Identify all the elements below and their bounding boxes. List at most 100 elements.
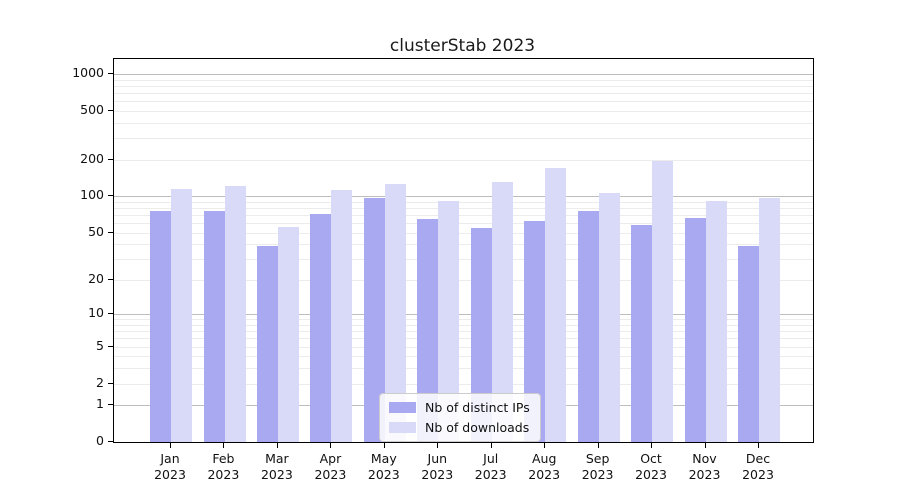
gridline-minor — [114, 159, 813, 161]
gridline-minor — [114, 279, 813, 281]
y-tick-label: 1 — [96, 396, 104, 412]
bar-nb-of-downloads-mar-2023 — [277, 226, 299, 442]
bar-nb-of-distinct-ips-sep-2023 — [577, 211, 599, 442]
y-tick-mark — [108, 278, 113, 280]
bar-nb-of-downloads-jan-2023 — [171, 188, 192, 442]
y-tick-label: 0 — [96, 433, 104, 448]
x-tick-mark — [170, 443, 171, 448]
gridline-minor — [114, 259, 813, 261]
gridline-minor — [114, 232, 813, 234]
y-tick-mark — [108, 441, 113, 442]
gridline-minor — [114, 111, 813, 112]
bar-nb-of-downloads-apr-2023 — [331, 189, 353, 442]
gridline-minor — [114, 244, 813, 246]
chart-title: clusterStab 2023 — [389, 36, 536, 56]
gridline-minor — [114, 368, 813, 370]
gridline-minor — [114, 79, 813, 81]
x-tick-label: Aug 2023 — [528, 451, 561, 482]
y-tick-label: 20 — [88, 270, 104, 286]
bar-nb-of-downloads-dec-2023 — [759, 197, 780, 442]
gridline-minor — [114, 215, 813, 217]
y-tick-mark — [108, 231, 113, 233]
x-tick-mark — [544, 443, 546, 448]
y-tick-label: 200 — [80, 150, 104, 166]
y-tick-mark — [108, 195, 113, 197]
bar-nb-of-distinct-ips-apr-2023 — [310, 214, 332, 442]
y-tick-mark — [108, 313, 113, 315]
bar-nb-of-downloads-may-2023 — [384, 183, 406, 442]
bar-nb-of-downloads-feb-2023 — [224, 186, 246, 442]
bar-nb-of-downloads-nov-2023 — [705, 200, 727, 442]
y-tick-mark — [108, 382, 113, 384]
plot-area: Nb of distinct IPs Nb of downloads — [113, 58, 814, 443]
y-tick-mark — [108, 404, 113, 406]
gridline-minor — [114, 383, 813, 385]
legend: Nb of distinct IPs Nb of downloads — [379, 393, 541, 442]
legend-item-distinct-ips: Nb of distinct IPs — [389, 400, 530, 415]
bar-nb-of-distinct-ips-jul-2023 — [470, 227, 492, 442]
gridline-minor — [114, 86, 813, 87]
x-tick-label: Jun 2023 — [421, 451, 454, 482]
gridline-minor — [114, 223, 813, 225]
y-tick-label: 5 — [96, 337, 104, 353]
bar-nb-of-distinct-ips-oct-2023 — [631, 224, 652, 442]
x-tick-mark — [223, 443, 225, 448]
y-tick-mark — [108, 110, 113, 111]
x-tick-label: Dec 2023 — [742, 451, 774, 482]
y-tick-label: 1000 — [72, 65, 104, 81]
bar-nb-of-downloads-jun-2023 — [438, 201, 460, 442]
y-tick-mark — [108, 345, 113, 347]
x-tick-label: Jan 2023 — [154, 451, 186, 482]
bar-nb-of-distinct-ips-mar-2023 — [256, 245, 278, 442]
gridline-minor — [114, 122, 813, 124]
bar-nb-of-distinct-ips-dec-2023 — [738, 245, 759, 442]
gridline-minor — [114, 346, 813, 348]
gridline-major — [114, 196, 813, 198]
gridline-minor — [114, 325, 813, 326]
legend-swatch-downloads — [389, 422, 416, 433]
x-tick-label: Nov 2023 — [688, 451, 721, 482]
y-tick-label: 2 — [96, 374, 104, 390]
x-tick-mark — [651, 443, 652, 448]
x-tick-label: Mar 2023 — [260, 451, 293, 482]
x-tick-label: Feb 2023 — [207, 451, 240, 482]
x-tick-mark — [704, 443, 706, 448]
x-tick-mark — [330, 443, 332, 448]
x-tick-label: Jul 2023 — [474, 451, 507, 482]
y-tick-mark — [108, 158, 113, 160]
x-tick-mark — [276, 443, 278, 448]
gridline-minor — [114, 356, 813, 358]
x-tick-label: Sep 2023 — [581, 451, 614, 482]
y-tick-label: 10 — [88, 305, 104, 321]
y-tick-label: 500 — [80, 102, 104, 117]
x-tick-label: Apr 2023 — [314, 451, 347, 482]
x-tick-label: Oct 2023 — [635, 451, 667, 482]
legend-label-downloads: Nb of downloads — [425, 420, 530, 435]
y-tick-label: 100 — [80, 187, 104, 203]
bar-nb-of-distinct-ips-nov-2023 — [684, 218, 706, 442]
legend-swatch-distinct-ips — [389, 402, 416, 413]
bar-nb-of-distinct-ips-jun-2023 — [417, 218, 439, 442]
bar-nb-of-downloads-oct-2023 — [652, 161, 673, 442]
gridline-minor — [114, 93, 813, 95]
gridline-major — [114, 314, 813, 316]
x-tick-mark — [490, 443, 492, 448]
x-tick-mark — [597, 443, 599, 448]
bar-nb-of-downloads-sep-2023 — [598, 193, 620, 442]
gridline-minor — [114, 101, 813, 103]
legend-label-distinct-ips: Nb of distinct IPs — [425, 400, 530, 415]
y-tick-mark — [108, 73, 113, 75]
x-tick-mark — [383, 443, 385, 448]
bar-nb-of-downloads-aug-2023 — [545, 167, 567, 442]
x-tick-mark — [437, 443, 439, 448]
bar-nb-of-distinct-ips-feb-2023 — [203, 211, 225, 442]
x-tick-label: May 2023 — [367, 451, 400, 482]
gridline-major — [114, 74, 813, 76]
gridline-minor — [114, 319, 813, 321]
gridline-minor — [114, 138, 813, 140]
x-tick-mark — [758, 443, 759, 448]
bar-nb-of-distinct-ips-may-2023 — [363, 198, 385, 442]
gridline-minor — [114, 201, 813, 203]
bar-nb-of-distinct-ips-aug-2023 — [524, 220, 546, 442]
